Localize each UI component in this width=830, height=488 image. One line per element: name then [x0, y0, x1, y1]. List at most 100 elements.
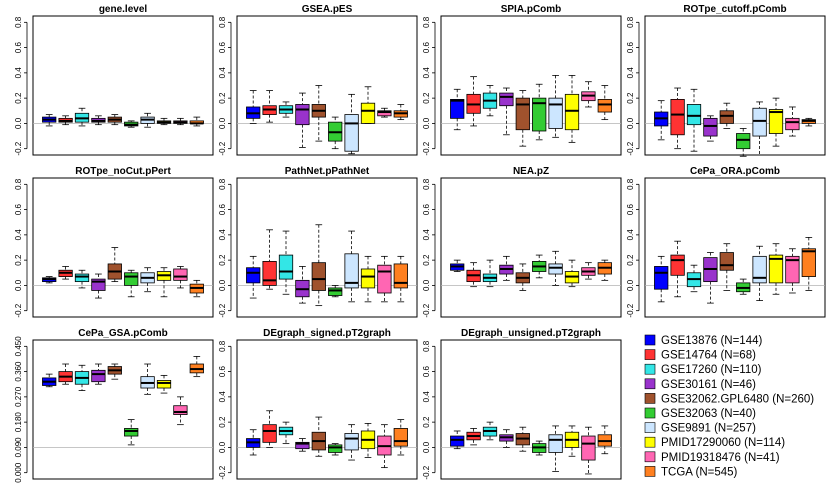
plot-frame	[644, 15, 826, 156]
box-iqr	[91, 278, 106, 291]
legend-label: GSE14764 (N=68)	[661, 350, 756, 362]
box-iqr	[686, 104, 702, 126]
box	[548, 250, 563, 286]
legend-label: GSE32062.GPL6480 (N=260)	[661, 393, 814, 405]
box-iqr	[124, 428, 139, 437]
box	[581, 262, 596, 280]
box-iqr	[670, 254, 685, 276]
box	[42, 373, 57, 388]
legend-label: GSE30161 (N=46)	[661, 379, 756, 391]
legend-label: GSE9891 (N=257)	[661, 423, 756, 435]
box	[328, 443, 343, 456]
panel-title: CePa_GSA.pComb	[78, 328, 167, 339]
box-iqr	[295, 441, 310, 450]
y-tick-label: 0.6	[626, 203, 635, 215]
box	[581, 426, 596, 475]
box	[107, 363, 122, 380]
box-iqr	[450, 435, 465, 447]
y-tick-label: 0.2	[422, 92, 431, 104]
plot-frame	[440, 15, 622, 156]
y-tick-label: 0.6	[14, 41, 23, 53]
box	[686, 264, 702, 293]
box	[801, 236, 816, 291]
y-tick-label: 0.4	[422, 229, 431, 241]
box-iqr	[156, 380, 172, 389]
box-iqr	[785, 255, 800, 284]
box	[58, 115, 73, 126]
box-iqr	[124, 272, 139, 286]
box	[360, 255, 376, 303]
panel: SPIA.pComb -0.2 0.0 0.2 0.4 0.6 0.8	[422, 4, 622, 156]
panel-title: DEgraph_unsigned.pT2graph	[461, 328, 601, 339]
box	[548, 74, 563, 138]
box	[670, 87, 685, 150]
y-tick-label: 0.0	[422, 279, 431, 291]
box-iqr	[393, 263, 408, 289]
box-iqr	[74, 273, 90, 283]
box-iqr	[344, 433, 359, 451]
y-tick-label: 0.0	[14, 117, 23, 129]
box	[74, 269, 90, 289]
box	[189, 356, 204, 378]
box	[262, 90, 277, 123]
y-tick-label: 0.2	[218, 92, 227, 104]
panels-layer: gene.level -0.2 0.0 0.2 0.4 0.6 0.8 GSEA.pES -0.…	[14, 4, 826, 483]
box	[532, 254, 547, 279]
box-iqr	[173, 268, 188, 281]
box	[173, 117, 188, 126]
y-tick-label: 0.2	[626, 92, 635, 104]
box	[719, 102, 734, 129]
box	[344, 93, 359, 155]
box	[450, 88, 465, 131]
legend-swatch	[644, 451, 656, 463]
panel-title: SPIA.pComb	[501, 4, 562, 15]
box-iqr	[752, 255, 767, 284]
plot-frame	[644, 177, 826, 318]
box	[91, 273, 106, 299]
legend-swatch	[644, 436, 656, 448]
plot-frame	[236, 339, 418, 480]
box	[482, 85, 498, 117]
box	[311, 85, 326, 142]
box	[752, 245, 767, 301]
legend-item: TCGA (N=545)	[644, 466, 738, 478]
panel: NEA.pZ -0.2 0.0 0.2 0.4 0.6 0.8	[422, 166, 622, 318]
box	[768, 243, 784, 295]
y-tick-label: 0.2	[422, 254, 431, 266]
panel: DEgraph_unsigned.pT2graph -0.2 0.0 0.2 0.4 0.…	[422, 328, 622, 480]
legend-swatch	[644, 407, 656, 419]
box-iqr	[719, 252, 734, 271]
y-tick-label: 0.180	[14, 412, 23, 433]
box	[246, 255, 261, 299]
panel: CePa_GSA.pComb 0.000 0.090 0.180 0.270 0.360 0…	[14, 328, 214, 483]
box	[499, 255, 514, 281]
panel: CePa_ORA.pComb -0.2 0.0 0.2 0.4 0.6 0.8	[626, 166, 826, 318]
plot-frame	[236, 177, 418, 318]
box	[597, 85, 612, 121]
box-iqr	[377, 110, 392, 117]
plot-frame	[440, 177, 622, 318]
y-tick-label: 0.0	[218, 279, 227, 291]
box-iqr	[91, 369, 106, 383]
legend-label: GSE17260 (N=110)	[661, 364, 762, 376]
y-tick-label: 0.8	[422, 178, 431, 190]
box-iqr	[328, 287, 343, 296]
box	[74, 364, 90, 391]
box-iqr	[393, 428, 408, 447]
box	[548, 425, 563, 472]
legend-label: GSE32063 (N=40)	[661, 408, 756, 420]
box	[124, 120, 139, 128]
panel-title: PathNet.pPathNet	[285, 166, 370, 177]
y-tick-label: 0.4	[218, 67, 227, 79]
legend-item: PMID17290060 (N=114)	[644, 436, 785, 449]
box-iqr	[564, 93, 580, 131]
box	[173, 396, 188, 426]
box	[156, 117, 172, 126]
y-tick-label: -0.2	[422, 303, 431, 317]
box	[189, 116, 204, 127]
box	[719, 243, 734, 291]
box	[360, 86, 376, 124]
box	[58, 363, 73, 385]
y-tick-label: 0.360	[14, 361, 23, 382]
